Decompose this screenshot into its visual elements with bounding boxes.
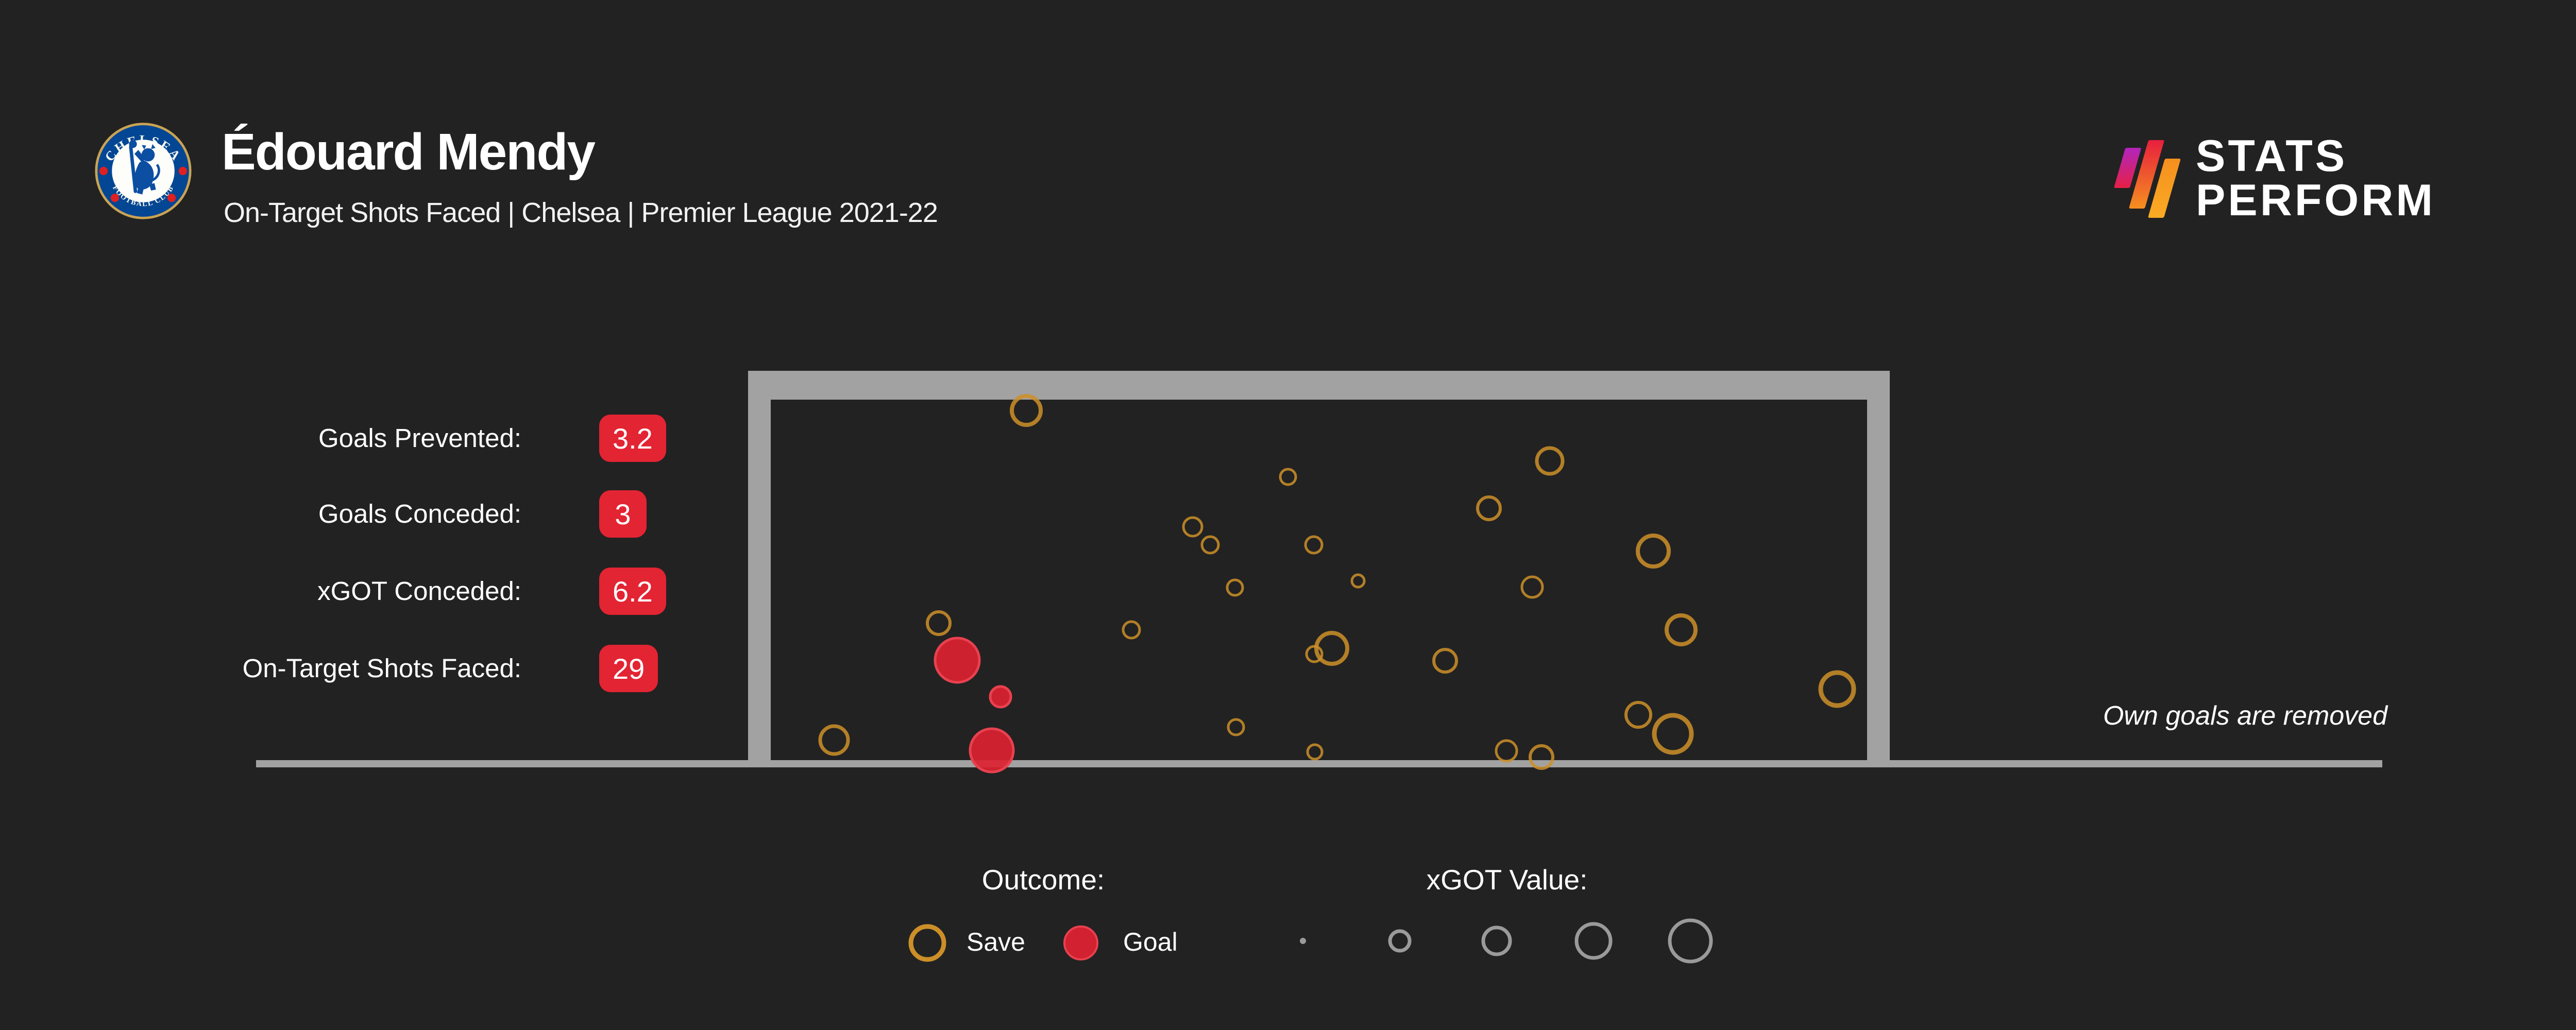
legend-save-label: Save (967, 928, 1025, 956)
stats-perform-logo: STATS PERFORM (2107, 133, 2437, 231)
shot-save-marker (1350, 573, 1366, 589)
shot-save-marker (1200, 535, 1220, 555)
goal-frame (256, 371, 2382, 767)
stat-label: Goals Prevented: (318, 423, 521, 453)
shot-save-marker (926, 610, 952, 636)
legend-goal-label: Goal (1123, 928, 1178, 956)
shot-goal-marker (989, 685, 1012, 709)
stat-value-badge: 3.2 (599, 415, 666, 462)
legend-size-step-icon (1388, 929, 1412, 953)
page-title: Édouard Mendy (222, 123, 596, 181)
shot-save-marker (1305, 645, 1324, 663)
shot-goal-marker (969, 727, 1015, 774)
crest-lion (129, 140, 160, 195)
shot-save-marker (1304, 535, 1324, 555)
shot-save-marker (1624, 701, 1652, 729)
shot-save-marker (1306, 743, 1324, 761)
stat-label: Goals Conceded: (318, 499, 521, 528)
shot-save-marker (1476, 495, 1502, 521)
page-subtitle: On-Target Shots Faced | Chelsea | Premie… (224, 197, 938, 228)
legend-size-step-icon (1481, 925, 1512, 956)
legend-size-step-icon (1300, 938, 1306, 944)
shot-save-marker (1010, 394, 1043, 427)
own-goals-note: Own goals are removed (2103, 701, 2387, 731)
goal-crossbar (748, 371, 1890, 400)
legend-size-step-icon (1574, 922, 1613, 960)
stat-value-badge: 6.2 (599, 568, 666, 615)
shot-save-marker (1227, 718, 1245, 736)
stat-label: On-Target Shots Faced: (242, 654, 521, 683)
legend-outcome-label: Outcome: (981, 864, 1105, 896)
shot-save-marker (1182, 516, 1204, 538)
wordmark-line1: STATS (2196, 131, 2348, 181)
shot-save-marker (818, 724, 850, 756)
shot-save-marker (1495, 739, 1518, 763)
shot-save-marker (1279, 468, 1297, 486)
shot-save-marker (1636, 534, 1671, 569)
legend-size-step-icon (1668, 918, 1713, 964)
stat-label: xGOT Conceded: (317, 576, 521, 606)
shot-markers (818, 394, 1856, 774)
goal-post-right (1867, 371, 1890, 760)
shot-save-marker (1226, 578, 1244, 597)
legend-goal-swatch-icon (1063, 925, 1098, 960)
ground-line (256, 760, 2382, 767)
shot-save-marker (1535, 446, 1565, 476)
legend-save-swatch-icon (908, 924, 946, 962)
shot-save-marker (1520, 575, 1544, 599)
goal-post-left (748, 371, 771, 760)
shot-save-marker (1432, 648, 1458, 674)
shot-save-marker (1122, 620, 1141, 640)
stats-perform-wordmark: STATS PERFORM (2196, 134, 2435, 222)
shot-save-marker (1652, 713, 1694, 755)
shot-save-marker (1818, 670, 1856, 708)
stat-value-badge: 29 (599, 645, 658, 692)
legend-markers (908, 918, 1713, 964)
stat-value-badge: 3 (599, 490, 647, 538)
wordmark-line2: PERFORM (2196, 176, 2435, 225)
chelsea-crest-icon: CHELSEA FOOTBALL CLUB (95, 123, 192, 219)
shot-goal-marker (934, 637, 981, 684)
shot-save-marker (1529, 744, 1554, 770)
shot-save-marker (1665, 613, 1698, 646)
shot-save-marker (1314, 631, 1349, 666)
legend-size-label: xGOT Value: (1426, 864, 1588, 896)
